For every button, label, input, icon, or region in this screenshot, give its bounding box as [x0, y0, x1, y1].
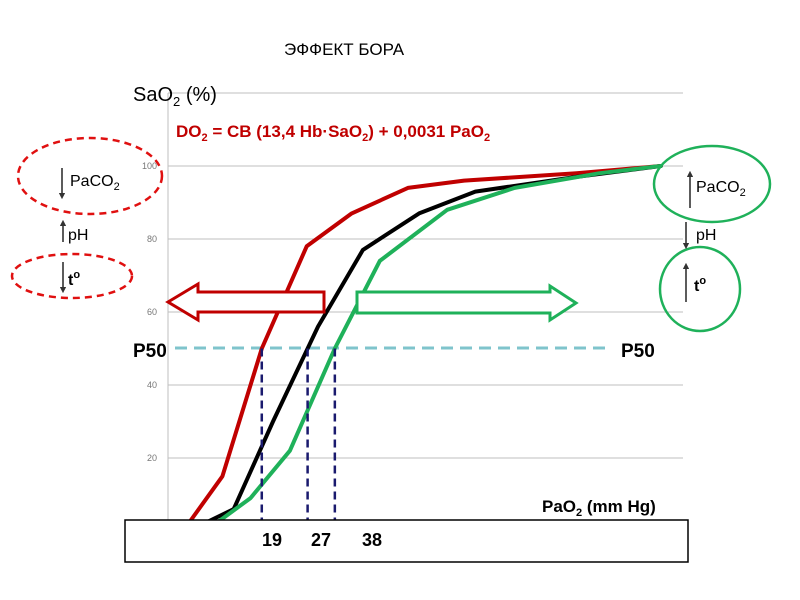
left-shift-arrow — [165, 281, 326, 323]
left-paco2-label: PaCO2 — [70, 173, 120, 193]
y-tick-labels: 20 40 60 80 100 — [142, 161, 157, 463]
y-tick-label: 80 — [147, 234, 157, 244]
right-shifted-curve — [203, 164, 663, 533]
right-ph-label: pH — [696, 227, 716, 244]
marker-label-27: 27 — [311, 530, 331, 550]
x-axis-label: PaO2 (mm Hg) — [542, 497, 656, 519]
right-temp-ellipse — [658, 245, 742, 333]
y-tick-label: 20 — [147, 453, 157, 463]
p50-right-label: P50 — [621, 341, 655, 362]
right-shift-arrow — [355, 283, 579, 323]
y-axis-label: SaO2 (%) — [133, 84, 217, 109]
slide-title: ЭФФЕКТ БОРА — [284, 40, 405, 59]
y-tick-label: 100 — [142, 161, 157, 171]
left-paco2-ellipse — [16, 136, 164, 216]
left-ph-label: pH — [68, 227, 88, 244]
left-temp-ellipse — [10, 252, 134, 300]
do2-formula: DO2 = CB (13,4 Hb·SaO2) + 0,0031 PaO2 — [176, 122, 490, 144]
p50-left-label: P50 — [133, 341, 167, 362]
y-tick-label: 60 — [147, 307, 157, 317]
right-paco2-label: PaCO2 — [696, 179, 746, 199]
right-temp-label: to — [694, 275, 706, 295]
left-shifted-curve — [181, 164, 663, 533]
right-paco2-ellipse — [652, 144, 772, 224]
x-axis-box — [124, 519, 689, 563]
saturation-curves — [181, 164, 663, 533]
marker-label-19: 19 — [262, 530, 282, 550]
p50-intercept-lines — [260, 348, 337, 530]
marker-label-38: 38 — [362, 530, 382, 550]
y-tick-label: 40 — [147, 380, 157, 390]
left-temp-label: to — [68, 269, 80, 289]
